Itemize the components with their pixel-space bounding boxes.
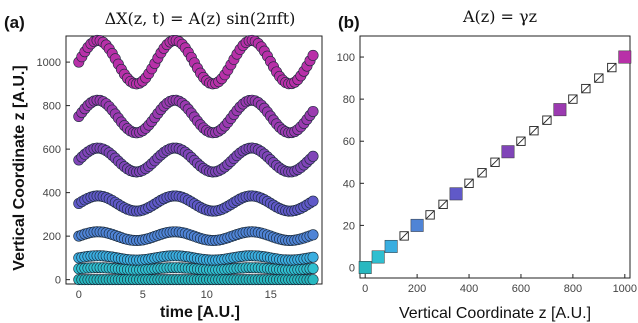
panel-b-reference-series (360, 52, 630, 273)
panel-b-data-point (501, 145, 515, 159)
panel-b-data-point (618, 50, 632, 64)
panel-b-data-point (449, 187, 463, 201)
panel-a-xtick-label: 15 (265, 289, 277, 301)
panel-a-xlabel: time [A.U.] (160, 304, 240, 321)
panel-b-reference-point-diagonal (399, 231, 409, 241)
panel-b-ytick-label: 20 (343, 220, 355, 232)
panel-a-ytick-label: 200 (43, 231, 61, 243)
panel-a-series (73, 94, 319, 139)
panel-b-reference-point-diagonal (477, 168, 487, 178)
panel-a-data-point (307, 195, 319, 207)
panel-b-ytick-label: 60 (343, 136, 355, 148)
panel-b-reference-point-diagonal (529, 126, 539, 136)
panel-a-series (73, 274, 319, 286)
panel-b-xtick-label: 1000 (613, 283, 637, 295)
panel-b-reference-point-diagonal (594, 73, 604, 83)
panel-b-xtick-label: 400 (460, 283, 478, 295)
panel-b-xtick-label: 0 (362, 283, 368, 295)
panel-b-colored-series (358, 50, 632, 274)
panel-a-ylabel: Vertical Coordinate z [A.U.] (11, 65, 28, 270)
panel-a-label: (a) (4, 13, 25, 32)
panel-b-reference-point-diagonal (607, 63, 617, 73)
panel-a-ytick-label: 1000 (37, 57, 61, 69)
panel-a-data-point (307, 150, 319, 162)
panel-a: (a) ΔX(z, t) = A(z) sin(2πft) time [A.U.… (4, 9, 323, 321)
panel-a-xtick-label: 5 (140, 289, 146, 301)
panel-a-series (73, 262, 319, 276)
panel-b-xlabel: Vertical Coordinate z [A.U.] (399, 305, 591, 322)
panel-b-xtick-label: 200 (408, 283, 426, 295)
panel-b-data-point (384, 239, 398, 253)
panel-a-data-point (307, 49, 319, 61)
panel-b-ytick-label: 80 (343, 94, 355, 106)
panel-a-data-point (307, 262, 319, 274)
panel-b-xtick-label: 800 (564, 283, 582, 295)
panel-a-series (73, 34, 319, 90)
panel-b-title: A(z) = γz (462, 7, 537, 26)
panel-b-reference-point-diagonal (568, 94, 578, 104)
panel-a-data-point (307, 251, 319, 263)
panel-b-reference-point-diagonal (464, 178, 474, 188)
panel-b-data-point (358, 261, 372, 274)
panel-b-ytick-label: 40 (343, 178, 355, 190)
panel-b-reference-point-diagonal (490, 157, 500, 167)
panel-b-reference-point-diagonal (581, 84, 591, 94)
panel-a-ytick-label: 400 (43, 188, 61, 200)
panel-b-reference-point-diagonal (516, 136, 526, 146)
panel-a-series (73, 190, 319, 217)
panel-a-series (73, 142, 319, 178)
panel-a-series (73, 226, 319, 246)
panel-a-xtick-label: 10 (201, 289, 213, 301)
panel-a-plot-area: 0 5 10 15 0 200 400 600 800 1000 (37, 34, 323, 301)
panel-a-data-point (307, 105, 319, 117)
panel-a-data-point (307, 274, 319, 286)
panel-b-axes-frame (359, 35, 631, 279)
panel-a-ytick-label: 0 (55, 275, 61, 287)
panel-b-data-point (553, 103, 567, 117)
panel-b-label: (b) (338, 13, 360, 32)
panel-b-reference-point-diagonal (542, 115, 552, 125)
panel-a-data-point (307, 229, 319, 241)
panel-a-title: ΔX(z, t) = A(z) sin(2πft) (105, 9, 296, 28)
panel-a-series (73, 250, 319, 266)
panel-b-ytick-label: 100 (337, 52, 355, 64)
panel-b: (b) A(z) = γz Vertical Coordinate z [A.U… (337, 7, 637, 322)
panel-b-reference-point-diagonal (425, 210, 435, 220)
panel-a-xtick-label: 0 (76, 289, 82, 301)
panel-a-ytick-label: 800 (43, 101, 61, 113)
panel-b-ytick-label: 0 (349, 262, 355, 274)
panel-b-data-point (371, 250, 385, 264)
panel-b-xtick-label: 600 (512, 283, 530, 295)
panel-a-ytick-label: 600 (43, 144, 61, 156)
panel-b-data-point (410, 218, 424, 232)
panel-b-reference-point-diagonal (438, 199, 448, 209)
panel-b-plot-area: 0 200 400 600 800 1000 0 20 40 60 80 100 (337, 35, 637, 295)
